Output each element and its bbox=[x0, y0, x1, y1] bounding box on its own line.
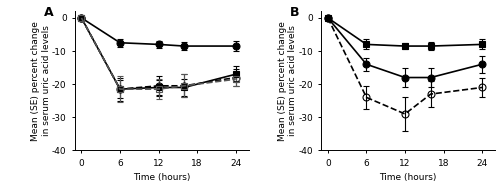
Y-axis label: Mean (SE) percent change
in serum uric acid levels: Mean (SE) percent change in serum uric a… bbox=[31, 21, 50, 141]
Y-axis label: Mean (SE) percent change
in serum uric acid levels: Mean (SE) percent change in serum uric a… bbox=[278, 21, 297, 141]
Text: A: A bbox=[44, 6, 54, 19]
X-axis label: Time (hours): Time (hours) bbox=[380, 173, 437, 182]
X-axis label: Time (hours): Time (hours) bbox=[133, 173, 190, 182]
Text: B: B bbox=[290, 6, 300, 19]
